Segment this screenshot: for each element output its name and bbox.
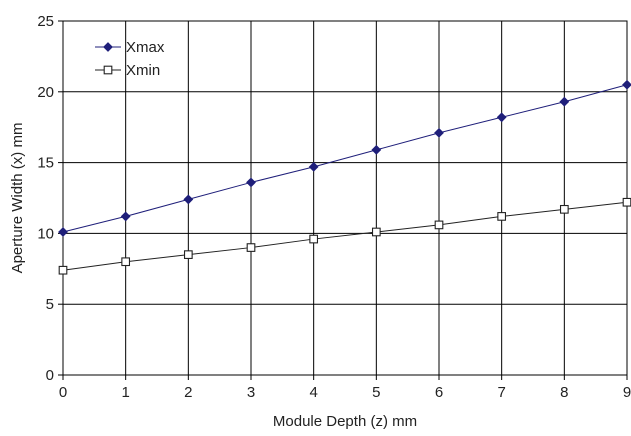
data-point-xmax <box>58 227 68 237</box>
data-point-xmin <box>434 220 444 230</box>
data-point-xmin <box>121 257 131 267</box>
data-point-xmax <box>496 112 507 123</box>
y-axis-title: Aperture Width (x) mm <box>9 123 26 274</box>
y-tick-label: 5 <box>46 296 54 313</box>
legend-label: Xmax <box>126 39 165 56</box>
x-tick-label: 0 <box>59 384 67 401</box>
y-tick-label: 10 <box>37 225 54 242</box>
x-tick-label: 9 <box>623 384 631 401</box>
data-point-xmin <box>58 265 68 275</box>
legend: Xmax Xmin <box>95 39 165 79</box>
x-tick-label: 3 <box>247 384 255 401</box>
y-tick-label: 25 <box>37 13 54 30</box>
data-point-xmin <box>497 212 507 221</box>
data-point-xmin <box>246 243 256 252</box>
data-point-xmin <box>559 204 569 214</box>
y-tick-label: 20 <box>37 84 54 101</box>
data-point-xmax <box>622 79 631 90</box>
x-tick-label: 2 <box>184 384 192 401</box>
series-xmin <box>58 197 631 275</box>
data-point-xmax <box>371 144 382 155</box>
x-tick-label: 1 <box>121 384 129 401</box>
x-axis-ticks: 0 1 2 3 4 5 6 7 8 9 <box>59 375 631 401</box>
legend-item-xmin: Xmin <box>95 62 160 79</box>
x-axis-title: Module Depth (z) mm <box>273 413 417 430</box>
data-point-xmin <box>371 227 381 237</box>
x-tick-label: 5 <box>372 384 380 401</box>
data-point-xmax <box>434 127 444 138</box>
data-point-xmax <box>120 211 131 222</box>
legend-marker <box>103 65 113 75</box>
series-line-xmax <box>62 84 628 233</box>
x-tick-label: 7 <box>497 384 505 401</box>
legend-label: Xmin <box>126 62 160 79</box>
data-point-xmin <box>183 250 193 259</box>
y-axis-ticks: 0 5 10 15 20 25 <box>37 13 63 384</box>
data-point-xmax <box>559 96 570 107</box>
y-tick-label: 0 <box>46 367 54 384</box>
legend-marker <box>103 42 113 52</box>
y-tick-label: 15 <box>37 155 54 172</box>
data-point-xmin <box>622 197 631 207</box>
series-layer <box>58 79 631 275</box>
data-point-xmax <box>308 161 319 172</box>
x-tick-label: 8 <box>560 384 568 401</box>
legend-item-xmax: Xmax <box>95 39 165 56</box>
data-point-xmax <box>246 177 256 188</box>
x-tick-label: 4 <box>309 384 317 401</box>
data-point-xmax <box>183 194 194 205</box>
series-line-xmin <box>62 201 628 271</box>
data-point-xmin <box>309 234 319 244</box>
series-xmax <box>58 79 631 237</box>
x-tick-label: 6 <box>435 384 443 401</box>
